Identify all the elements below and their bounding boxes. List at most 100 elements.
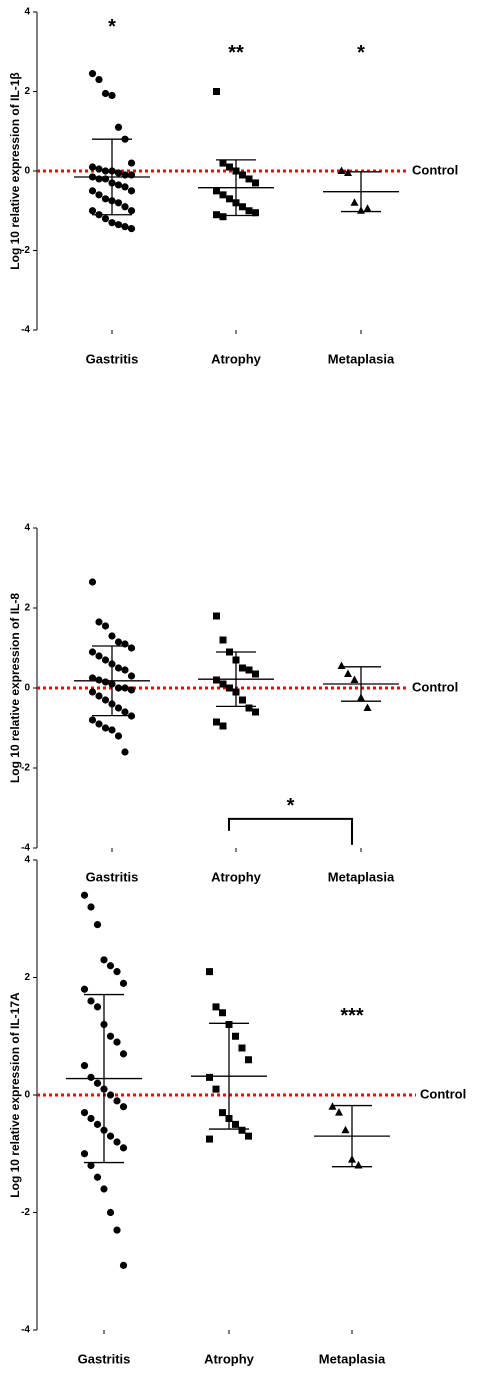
y-tick-label: 0	[24, 683, 30, 694]
significance: *	[108, 16, 116, 38]
dot	[80, 1109, 89, 1117]
bracket	[228, 817, 353, 845]
dot	[80, 985, 89, 993]
dot	[101, 195, 110, 203]
x-tick-label: Metaplasia	[319, 1351, 386, 1366]
dot	[87, 1073, 95, 1081]
dot	[114, 181, 123, 189]
dot	[219, 636, 227, 644]
dot	[219, 722, 227, 730]
dot	[350, 675, 359, 683]
dot	[212, 1085, 220, 1093]
dot	[95, 75, 103, 84]
dot	[213, 676, 220, 684]
dot	[119, 1144, 128, 1152]
dot	[239, 203, 246, 211]
dot	[127, 207, 136, 215]
panel: -4 -2 0 2 4 Log 10 relative expression of IL-…	[8, 7, 458, 367]
dot	[114, 732, 123, 740]
y-tick-label: 0	[24, 166, 30, 177]
dot	[121, 666, 129, 674]
dot	[114, 221, 123, 229]
dot	[344, 669, 352, 677]
dot	[106, 1032, 115, 1040]
dot	[88, 70, 97, 78]
dot	[121, 223, 129, 231]
dot	[213, 211, 220, 219]
dot	[213, 718, 220, 726]
dot	[95, 165, 103, 173]
dot	[363, 204, 372, 212]
dot	[101, 696, 110, 704]
dot	[245, 1056, 252, 1064]
dot	[113, 1226, 121, 1234]
dot	[114, 684, 123, 692]
dot	[100, 956, 108, 964]
dot	[113, 968, 121, 976]
dot	[93, 1120, 102, 1128]
dot	[113, 1097, 121, 1105]
y-tick-label: 4	[24, 523, 30, 534]
dot	[238, 1044, 246, 1052]
significance: *	[357, 42, 365, 64]
x-tick-label: Metaplasia	[328, 869, 395, 884]
control-label: Control	[420, 1086, 466, 1101]
dot	[88, 207, 97, 215]
dot	[88, 674, 97, 682]
dot	[341, 1125, 350, 1134]
dot	[114, 638, 123, 646]
significance: ***	[340, 1005, 364, 1027]
dot	[88, 578, 97, 586]
dot	[101, 215, 110, 223]
dot	[219, 159, 227, 167]
dot	[80, 1062, 89, 1070]
dot	[108, 219, 116, 227]
x-tick-label: Gastritis	[86, 351, 139, 366]
dot	[113, 1138, 121, 1146]
dot	[213, 612, 220, 620]
dot	[119, 1103, 128, 1111]
dot	[350, 198, 359, 206]
dot	[114, 664, 123, 672]
dot	[95, 692, 103, 700]
dot	[238, 1126, 246, 1134]
dot	[219, 1009, 226, 1017]
dot	[80, 891, 89, 899]
dot	[213, 187, 220, 195]
y-tick-label: 2	[24, 603, 30, 614]
dot	[114, 169, 123, 177]
dot	[337, 661, 346, 669]
dot	[239, 696, 246, 704]
dot	[245, 1132, 252, 1140]
dot	[93, 921, 102, 929]
dot	[88, 648, 97, 656]
bracket-label: *	[287, 795, 295, 817]
dot	[101, 167, 110, 175]
dot	[101, 678, 110, 686]
dot	[121, 203, 129, 211]
dot	[101, 622, 110, 630]
dot	[119, 979, 128, 987]
dot	[87, 903, 95, 911]
dot	[88, 163, 97, 171]
dot	[226, 684, 233, 692]
panel: -4 -2 0 2 4 Log 10 relative expression of IL-…	[8, 523, 458, 885]
dot	[95, 191, 103, 199]
y-axis-title: Log 10 relative expression of IL-8	[8, 593, 22, 783]
dot	[213, 88, 220, 95]
dot	[226, 195, 233, 203]
dot	[95, 618, 103, 626]
dot	[106, 1208, 115, 1217]
significance: **	[228, 42, 244, 64]
dot	[106, 1091, 115, 1099]
dot	[114, 704, 123, 712]
dot	[108, 91, 116, 100]
dot	[108, 632, 116, 640]
dot	[121, 684, 129, 692]
dot	[101, 656, 110, 664]
dot	[127, 686, 136, 694]
dot	[93, 1173, 102, 1181]
y-tick-label: 2	[24, 972, 30, 983]
dot	[252, 708, 259, 716]
